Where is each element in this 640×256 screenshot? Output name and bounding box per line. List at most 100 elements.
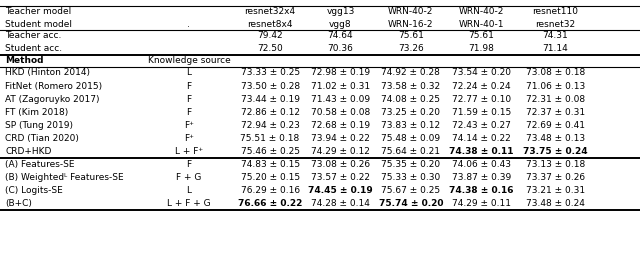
Text: 75.61: 75.61 [468, 31, 494, 40]
Text: 74.14 ± 0.22: 74.14 ± 0.22 [452, 134, 511, 143]
Text: 75.61: 75.61 [398, 31, 424, 40]
Text: Method: Method [5, 56, 44, 65]
Text: 75.74 ± 0.20: 75.74 ± 0.20 [379, 199, 443, 208]
Text: Student acc.: Student acc. [5, 44, 62, 54]
Text: F: F [186, 108, 191, 117]
Text: 72.43 ± 0.27: 72.43 ± 0.27 [452, 121, 511, 130]
Text: CRD+HKD: CRD+HKD [5, 147, 51, 156]
Text: 72.86 ± 0.12: 72.86 ± 0.12 [241, 108, 300, 117]
Text: 74.83 ± 0.15: 74.83 ± 0.15 [241, 159, 300, 169]
Text: 73.54 ± 0.20: 73.54 ± 0.20 [452, 68, 511, 78]
Text: 70.58 ± 0.08: 70.58 ± 0.08 [311, 108, 370, 117]
Text: F + G: F + G [176, 173, 202, 182]
Text: FT (Kim 2018): FT (Kim 2018) [5, 108, 68, 117]
Text: 73.37 ± 0.26: 73.37 ± 0.26 [526, 173, 585, 182]
Text: 75.48 ± 0.09: 75.48 ± 0.09 [381, 134, 440, 143]
Text: 73.08 ± 0.26: 73.08 ± 0.26 [311, 159, 370, 169]
Text: (C) Logits-SE: (C) Logits-SE [5, 186, 63, 195]
Text: 75.33 ± 0.30: 75.33 ± 0.30 [381, 173, 440, 182]
Text: (A) Features-SE: (A) Features-SE [5, 159, 75, 169]
Text: AT (Zagoruyko 2017): AT (Zagoruyko 2017) [5, 94, 100, 104]
Text: .: . [188, 20, 190, 29]
Text: WRN-40-2: WRN-40-2 [459, 6, 504, 16]
Text: 75.20 ± 0.15: 75.20 ± 0.15 [241, 173, 300, 182]
Text: F: F [186, 94, 191, 104]
Text: L + F + G: L + F + G [167, 199, 211, 208]
Text: resnet32: resnet32 [536, 20, 575, 29]
Text: (B+C): (B+C) [5, 199, 32, 208]
Text: 74.08 ± 0.25: 74.08 ± 0.25 [381, 94, 440, 104]
Text: 75.46 ± 0.25: 75.46 ± 0.25 [241, 147, 300, 156]
Text: 73.21 ± 0.31: 73.21 ± 0.31 [526, 186, 585, 195]
Text: resnet8x4: resnet8x4 [247, 20, 293, 29]
Text: 72.37 ± 0.31: 72.37 ± 0.31 [526, 108, 585, 117]
Text: 74.06 ± 0.43: 74.06 ± 0.43 [452, 159, 511, 169]
Text: 71.14: 71.14 [543, 44, 568, 54]
Text: 74.28 ± 0.14: 74.28 ± 0.14 [311, 199, 370, 208]
Text: CRD (Tian 2020): CRD (Tian 2020) [5, 134, 79, 143]
Text: 71.43 ± 0.09: 71.43 ± 0.09 [311, 94, 370, 104]
Text: 73.75 ± 0.24: 73.75 ± 0.24 [524, 147, 588, 156]
Text: 73.25 ± 0.20: 73.25 ± 0.20 [381, 108, 440, 117]
Text: 74.64: 74.64 [328, 31, 353, 40]
Text: 73.58 ± 0.32: 73.58 ± 0.32 [381, 81, 440, 91]
Text: Student model: Student model [5, 20, 72, 29]
Text: 74.45 ± 0.19: 74.45 ± 0.19 [308, 186, 373, 195]
Text: 72.69 ± 0.41: 72.69 ± 0.41 [526, 121, 585, 130]
Text: 72.94 ± 0.23: 72.94 ± 0.23 [241, 121, 300, 130]
Text: vgg8: vgg8 [329, 20, 352, 29]
Text: 73.44 ± 0.19: 73.44 ± 0.19 [241, 94, 300, 104]
Text: Knowledge source: Knowledge source [148, 56, 231, 65]
Text: 74.29 ± 0.12: 74.29 ± 0.12 [311, 147, 370, 156]
Text: 75.51 ± 0.18: 75.51 ± 0.18 [241, 134, 300, 143]
Text: 72.68 ± 0.19: 72.68 ± 0.19 [311, 121, 370, 130]
Text: 73.83 ± 0.12: 73.83 ± 0.12 [381, 121, 440, 130]
Text: HKD (Hinton 2014): HKD (Hinton 2014) [5, 68, 90, 78]
Text: 73.26: 73.26 [398, 44, 424, 54]
Text: 75.35 ± 0.20: 75.35 ± 0.20 [381, 159, 440, 169]
Text: Teacher acc.: Teacher acc. [5, 31, 61, 40]
Text: 73.48 ± 0.13: 73.48 ± 0.13 [526, 134, 585, 143]
Text: 74.29 ± 0.11: 74.29 ± 0.11 [452, 199, 511, 208]
Text: L + F⁺: L + F⁺ [175, 147, 203, 156]
Text: Teacher model: Teacher model [5, 6, 72, 16]
Text: resnet32x4: resnet32x4 [244, 6, 296, 16]
Text: 72.77 ± 0.10: 72.77 ± 0.10 [452, 94, 511, 104]
Text: resnet110: resnet110 [532, 6, 579, 16]
Text: 79.42: 79.42 [257, 31, 283, 40]
Text: 71.02 ± 0.31: 71.02 ± 0.31 [311, 81, 370, 91]
Text: 73.33 ± 0.25: 73.33 ± 0.25 [241, 68, 300, 78]
Text: 73.87 ± 0.39: 73.87 ± 0.39 [452, 173, 511, 182]
Text: 74.38 ± 0.11: 74.38 ± 0.11 [449, 147, 513, 156]
Text: 72.98 ± 0.19: 72.98 ± 0.19 [311, 68, 370, 78]
Text: 72.24 ± 0.24: 72.24 ± 0.24 [452, 81, 511, 91]
Text: 75.67 ± 0.25: 75.67 ± 0.25 [381, 186, 440, 195]
Text: 76.29 ± 0.16: 76.29 ± 0.16 [241, 186, 300, 195]
Text: 73.94 ± 0.22: 73.94 ± 0.22 [311, 134, 370, 143]
Text: F⁺: F⁺ [184, 134, 194, 143]
Text: vgg13: vgg13 [326, 6, 355, 16]
Text: 70.36: 70.36 [328, 44, 353, 54]
Text: F: F [186, 159, 191, 169]
Text: 72.31 ± 0.08: 72.31 ± 0.08 [526, 94, 585, 104]
Text: 74.31: 74.31 [543, 31, 568, 40]
Text: FitNet (Romero 2015): FitNet (Romero 2015) [5, 81, 102, 91]
Text: WRN-16-2: WRN-16-2 [388, 20, 434, 29]
Text: WRN-40-2: WRN-40-2 [388, 6, 433, 16]
Text: 76.66 ± 0.22: 76.66 ± 0.22 [238, 199, 302, 208]
Text: 73.50 ± 0.28: 73.50 ± 0.28 [241, 81, 300, 91]
Text: (B) Weightedᴸ Features-SE: (B) Weightedᴸ Features-SE [5, 173, 124, 182]
Text: 74.38 ± 0.16: 74.38 ± 0.16 [449, 186, 513, 195]
Text: 73.08 ± 0.18: 73.08 ± 0.18 [526, 68, 585, 78]
Text: 71.06 ± 0.13: 71.06 ± 0.13 [526, 81, 585, 91]
Text: SP (Tung 2019): SP (Tung 2019) [5, 121, 73, 130]
Text: L: L [186, 68, 191, 78]
Text: F⁺: F⁺ [184, 121, 194, 130]
Text: F: F [186, 81, 191, 91]
Text: 73.13 ± 0.18: 73.13 ± 0.18 [526, 159, 585, 169]
Text: 73.57 ± 0.22: 73.57 ± 0.22 [311, 173, 370, 182]
Text: 71.98: 71.98 [468, 44, 494, 54]
Text: 73.48 ± 0.24: 73.48 ± 0.24 [526, 199, 585, 208]
Text: 72.50: 72.50 [257, 44, 283, 54]
Text: 71.59 ± 0.15: 71.59 ± 0.15 [452, 108, 511, 117]
